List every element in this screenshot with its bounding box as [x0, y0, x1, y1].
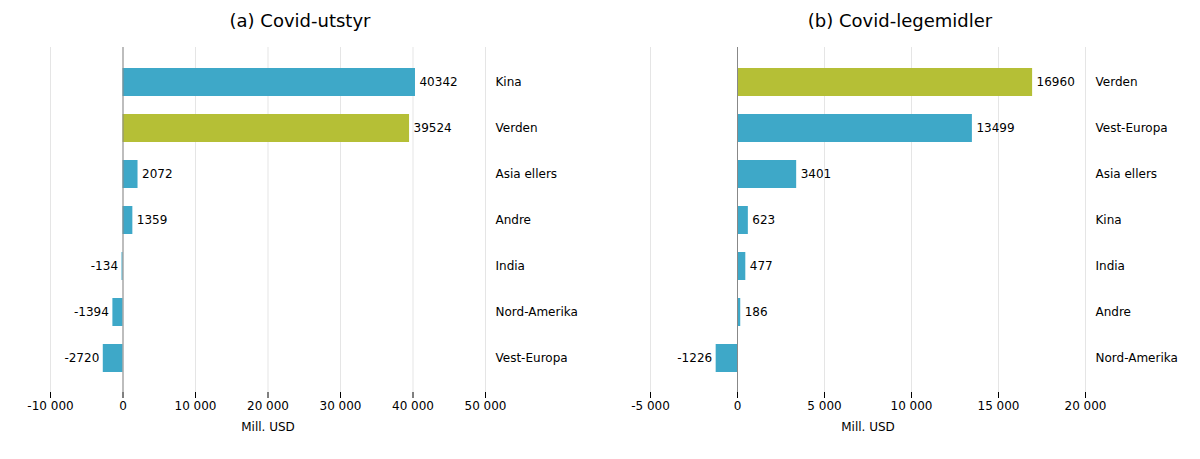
svg-text:15 000: 15 000 — [978, 399, 1020, 413]
svg-text:0: 0 — [734, 399, 742, 413]
svg-text:30 000: 30 000 — [320, 399, 362, 413]
svg-text:0: 0 — [119, 399, 127, 413]
svg-text:Vest-Europa: Vest-Europa — [496, 351, 568, 365]
svg-text:623: 623 — [752, 213, 775, 227]
svg-text:40 000: 40 000 — [392, 399, 434, 413]
html-text:(b) Covid-legemidler: (b) Covid-legemidler — [807, 10, 993, 31]
svg-text:39524: 39524 — [414, 121, 452, 135]
svg-text:Nord-Amerika: Nord-Amerika — [496, 305, 578, 319]
svg-text:Asia ellers: Asia ellers — [496, 167, 558, 181]
svg-text:Andre: Andre — [1096, 305, 1131, 319]
svg-text:20 000: 20 000 — [247, 399, 289, 413]
svg-text:-10 000: -10 000 — [27, 399, 73, 413]
svg-text:Mill. USD: Mill. USD — [241, 420, 295, 434]
svg-text:50 000: 50 000 — [465, 399, 507, 413]
svg-text:10 000: 10 000 — [175, 399, 217, 413]
svg-text:-2720: -2720 — [64, 351, 99, 365]
svg-text:5 000: 5 000 — [807, 399, 841, 413]
svg-text:40342: 40342 — [419, 75, 457, 89]
svg-text:Asia ellers: Asia ellers — [1096, 167, 1158, 181]
svg-text:-134: -134 — [91, 259, 118, 273]
svg-text:India: India — [496, 259, 525, 273]
svg-text:13499: 13499 — [976, 121, 1014, 135]
html-text:(a) Covid-utstyr: (a) Covid-utstyr — [229, 10, 371, 31]
svg-text:-5 000: -5 000 — [631, 399, 670, 413]
svg-text:-1226: -1226 — [677, 351, 712, 365]
svg-text:-1394: -1394 — [74, 305, 109, 319]
svg-text:Vest-Europa: Vest-Europa — [1096, 121, 1168, 135]
svg-text:186: 186 — [745, 305, 768, 319]
svg-text:Andre: Andre — [496, 213, 531, 227]
svg-text:Nord-Amerika: Nord-Amerika — [1096, 351, 1178, 365]
svg-text:Mill. USD: Mill. USD — [841, 420, 895, 434]
svg-text:477: 477 — [750, 259, 773, 273]
svg-text:India: India — [1096, 259, 1125, 273]
svg-text:Kina: Kina — [1096, 213, 1122, 227]
svg-text:Kina: Kina — [496, 75, 522, 89]
svg-text:20 000: 20 000 — [1065, 399, 1107, 413]
svg-text:2072: 2072 — [142, 167, 173, 181]
svg-text:Verden: Verden — [1096, 75, 1138, 89]
svg-text:Verden: Verden — [496, 121, 538, 135]
svg-text:3401: 3401 — [801, 167, 832, 181]
svg-text:16960: 16960 — [1037, 75, 1075, 89]
svg-text:1359: 1359 — [137, 213, 168, 227]
svg-text:10 000: 10 000 — [891, 399, 933, 413]
